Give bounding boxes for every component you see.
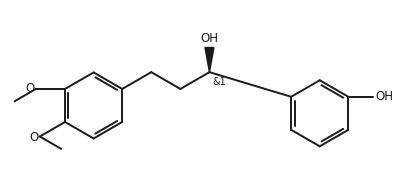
Text: &1: &1 [212, 77, 226, 87]
Text: O: O [29, 131, 38, 144]
Polygon shape [204, 47, 213, 72]
Text: O: O [25, 82, 35, 96]
Text: OH: OH [200, 32, 218, 45]
Text: OH: OH [374, 90, 392, 103]
